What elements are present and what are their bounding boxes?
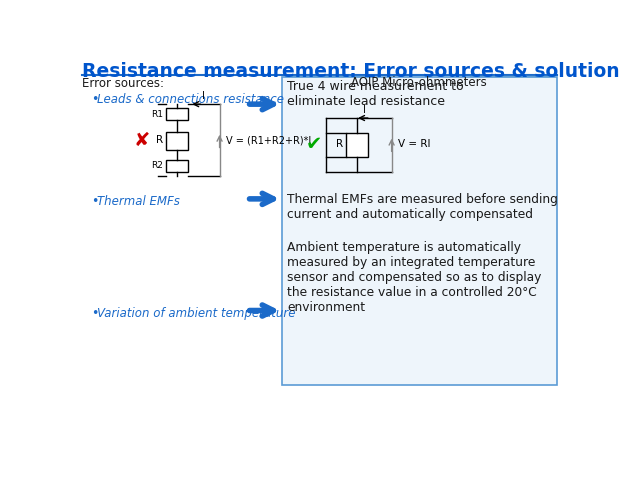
Text: Leads & connections resistance: Leads & connections resistance [97,93,284,106]
Text: V = RI: V = RI [398,139,430,149]
Text: R2: R2 [151,161,163,170]
Text: •: • [91,93,98,106]
Text: Thermal EMFs: Thermal EMFs [97,195,180,208]
Text: I: I [363,105,366,115]
Text: V = (R1+R2+R)*I: V = (R1+R2+R)*I [226,135,311,145]
Text: •: • [91,195,98,208]
Text: AOIP Micro-ohmmeters: AOIP Micro-ohmmeters [351,76,487,89]
Bar [166,132,188,150]
Text: True 4 wire measurement to
eliminate lead resistance: True 4 wire measurement to eliminate lea… [287,80,463,108]
Bar [346,133,368,156]
Text: Thermal EMFs are measured before sending
current and automatically compensated: Thermal EMFs are measured before sending… [287,193,558,221]
Bar [166,108,188,120]
Bar [166,159,188,172]
Text: R1: R1 [151,110,163,119]
Text: Ambient temperature is automatically
measured by an integrated temperature
senso: Ambient temperature is automatically mea… [287,241,541,314]
Text: R: R [336,139,343,149]
Text: I: I [202,91,205,101]
Text: Error sources:: Error sources: [82,77,164,90]
Text: •: • [91,307,98,320]
Text: R: R [156,135,163,145]
FancyBboxPatch shape [282,77,557,385]
Text: Variation of ambient temperature: Variation of ambient temperature [97,307,295,320]
Text: ✔: ✔ [306,135,322,154]
Text: ✘: ✘ [134,131,151,150]
Text: Resistance measurement: Error sources & solution: Resistance measurement: Error sources & … [82,62,620,81]
